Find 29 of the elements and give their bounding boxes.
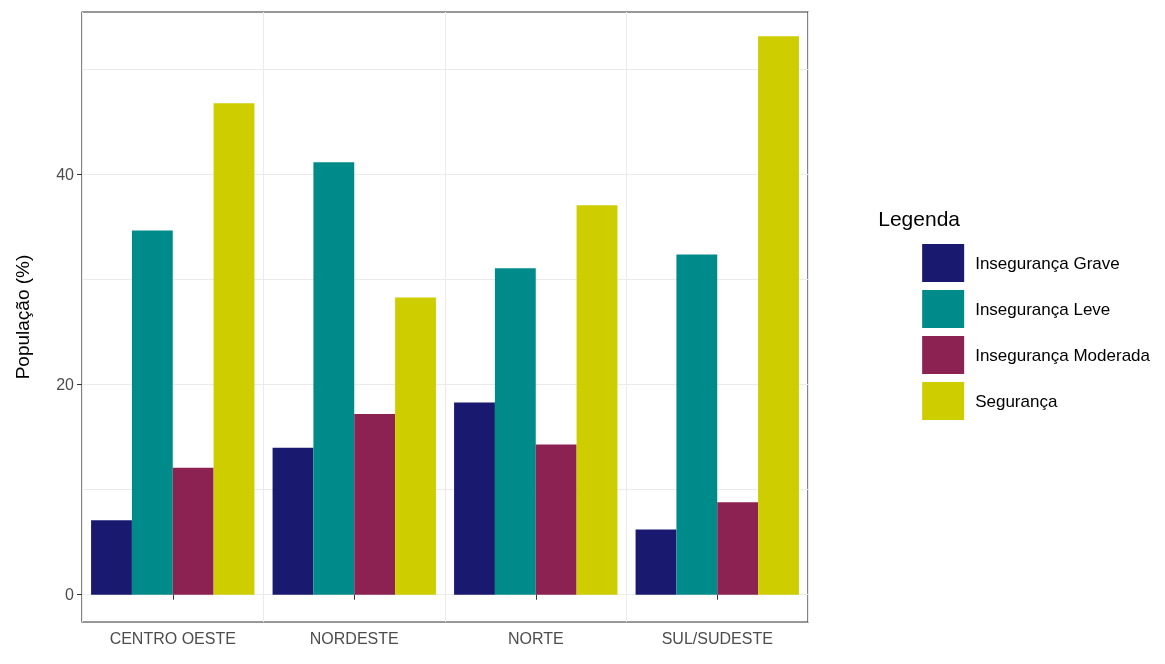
bar [213, 103, 255, 595]
bar [395, 297, 436, 595]
legend-title: Legenda [878, 207, 961, 230]
bar [758, 36, 799, 595]
x-tick-label: NORDESTE [309, 629, 399, 647]
y-tick-label: 20 [56, 376, 75, 394]
y-tick-label: 0 [65, 586, 75, 604]
legend-label: Segurança [975, 391, 1058, 411]
bar [635, 529, 677, 595]
bar [272, 447, 314, 595]
bar [454, 402, 495, 595]
legend-label: Insegurança Grave [975, 253, 1120, 273]
bar [91, 520, 132, 595]
x-tick-label: SUL/SUDESTE [661, 629, 773, 647]
bar [131, 230, 173, 595]
bar [717, 502, 759, 595]
bar [313, 162, 355, 595]
y-axis-title: População (%) [12, 254, 33, 380]
legend-label: Insegurança Moderada [975, 345, 1151, 365]
x-tick-label: CENTRO OESTE [109, 629, 236, 647]
bar [535, 444, 577, 595]
y-tick-label: 40 [56, 166, 75, 184]
bar [676, 254, 718, 595]
bar [354, 414, 396, 595]
bar [576, 205, 618, 595]
legend-label: Insegurança Leve [975, 299, 1111, 319]
x-tick-label: NORTE [507, 629, 564, 647]
bar [172, 467, 214, 595]
bar [494, 268, 536, 595]
